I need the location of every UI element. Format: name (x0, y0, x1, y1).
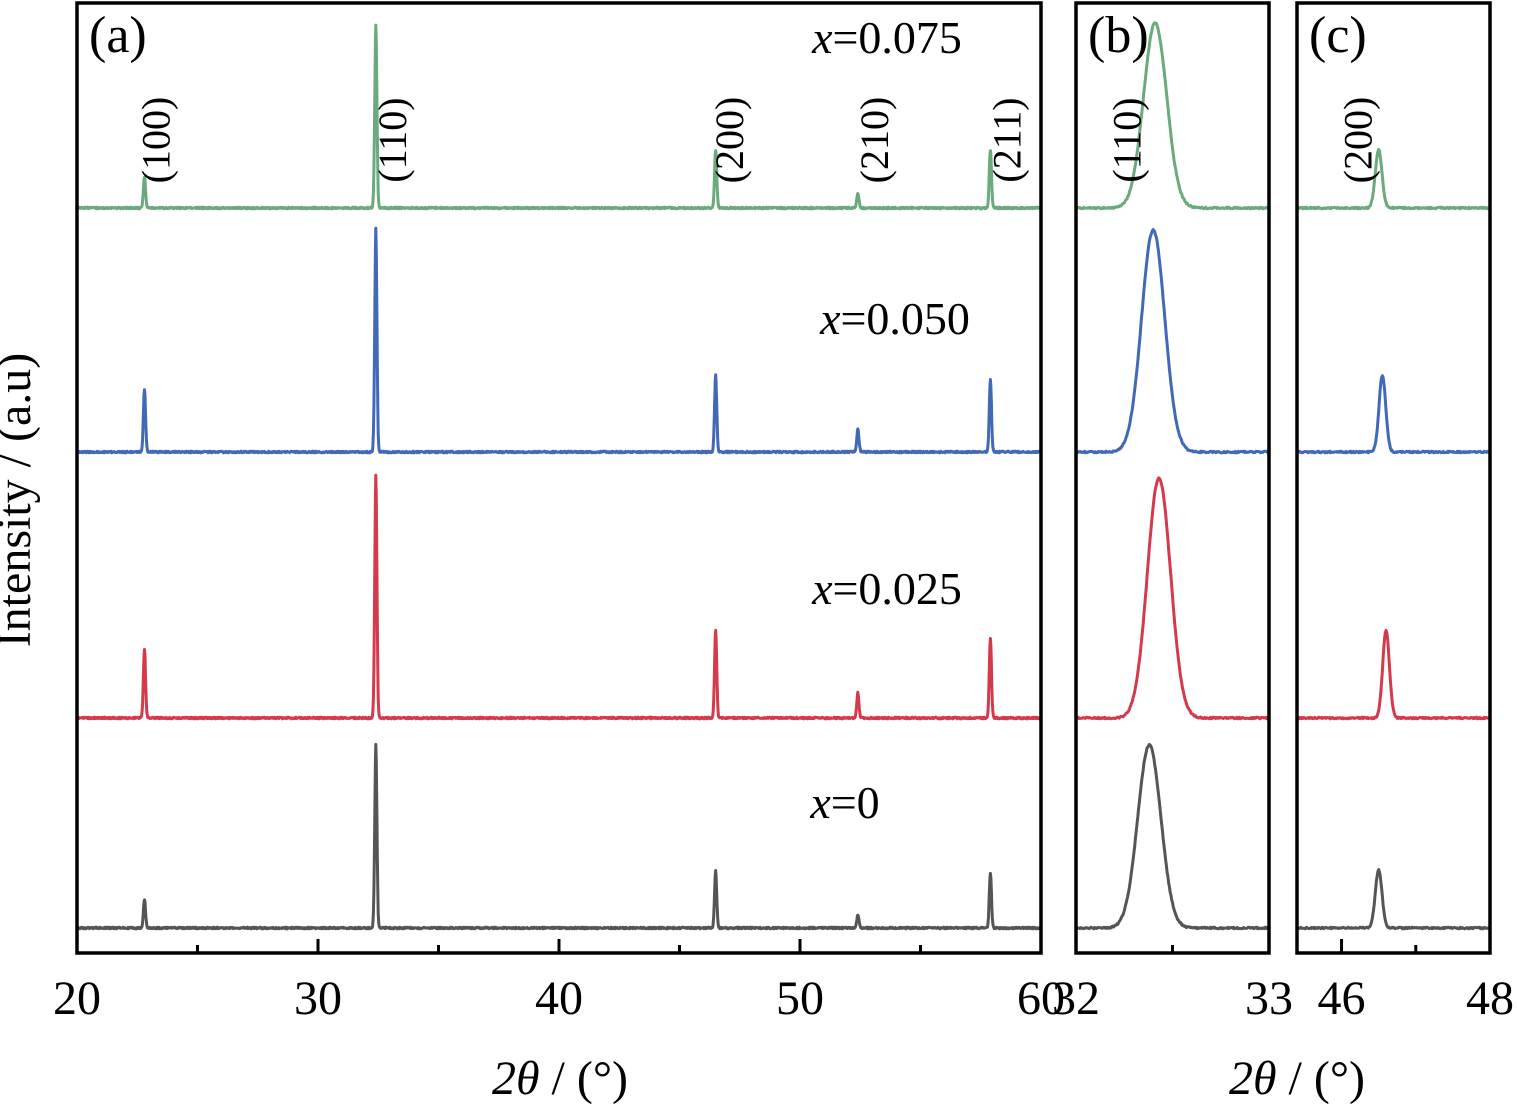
axis-ticks (75, 939, 1492, 953)
series-line-b-2 (1074, 228, 1271, 455)
x-axis-label-a-suffix: / (°) (540, 1052, 629, 1105)
x-tick-label-a: 40 (535, 972, 583, 1025)
x-tick-label-b: 32 (1052, 972, 1100, 1025)
series-label-value: =0.075 (832, 12, 961, 63)
series-line-a-0 (75, 742, 1043, 931)
x-axis-label-bc-suffix: / (°) (1277, 1052, 1366, 1105)
panel-b-frame (1074, 1, 1271, 955)
series-line-b-3 (1074, 21, 1271, 211)
peak-label-b: (110) (1105, 97, 1150, 182)
series-line-c-1 (1295, 628, 1492, 721)
series-label-var: x (811, 563, 833, 614)
x-tick-label-a: 20 (53, 972, 101, 1025)
x-tick-label-a: 30 (294, 972, 342, 1025)
series-label-var: x (811, 12, 833, 63)
panel-label-b: (b) (1088, 7, 1149, 64)
x-axis-label-a-theta: θ (516, 1052, 540, 1105)
panel-c-frame (1295, 1, 1492, 955)
panel-a-traces (75, 23, 1043, 931)
series-label-value: =0 (831, 777, 880, 828)
series-line-b-1 (1074, 476, 1271, 721)
x-tick-label-c: 46 (1318, 972, 1366, 1025)
peak-label-a: (100) (134, 97, 179, 184)
series-label-var: x (819, 293, 841, 344)
series-line-a-3 (75, 23, 1043, 211)
peak-label-a: (211) (984, 97, 1029, 182)
x-tick-label-a: 50 (776, 972, 824, 1025)
x-axis-label-a-prefix: 2 (492, 1052, 516, 1105)
series-line-a-2 (75, 226, 1043, 455)
series-line-c-3 (1295, 148, 1492, 211)
panel-label-c: (c) (1309, 7, 1367, 64)
x-axis-label-bc-prefix: 2 (1229, 1052, 1253, 1105)
peak-label-a: (200) (707, 97, 752, 184)
x-axis-label-bc: 2θ / (°) (1229, 1052, 1365, 1105)
series-label-value: =0.025 (832, 563, 961, 614)
series-line-c-2 (1295, 374, 1492, 455)
panel-label-a: (a) (89, 7, 147, 64)
series-label-value: =0.050 (840, 293, 969, 344)
series-label-1: x=0.025 (811, 563, 962, 614)
chart-labels: 20 30 40 50 60 (a) (100) (110) (200) (210) (211) 32… (53, 7, 1514, 1025)
peak-label-a: (210) (852, 97, 897, 184)
panel-a-frame (75, 1, 1043, 955)
x-tick-label-a: 60 (1017, 972, 1065, 1025)
series-line-a-1 (75, 473, 1043, 721)
series-label-3: x=0.075 (811, 12, 962, 63)
series-label-var: x (809, 777, 831, 828)
peak-label-c: (200) (1336, 97, 1381, 184)
series-label-0: x=0 (809, 777, 879, 828)
x-axis-label-bc-theta: θ (1253, 1052, 1277, 1105)
series-label-2: x=0.050 (819, 293, 970, 344)
series-line-c-0 (1295, 868, 1492, 931)
panel-b-traces (1074, 21, 1271, 931)
series-line-b-0 (1074, 743, 1271, 931)
panel-c-traces (1295, 148, 1492, 931)
x-tick-label-c: 48 (1466, 972, 1514, 1025)
x-tick-label-b: 33 (1245, 972, 1293, 1025)
peak-label-a: (110) (370, 97, 415, 182)
y-axis-label: Intensity / (a.u) (0, 353, 41, 648)
x-axis-label-a: 2θ / (°) (492, 1052, 628, 1105)
